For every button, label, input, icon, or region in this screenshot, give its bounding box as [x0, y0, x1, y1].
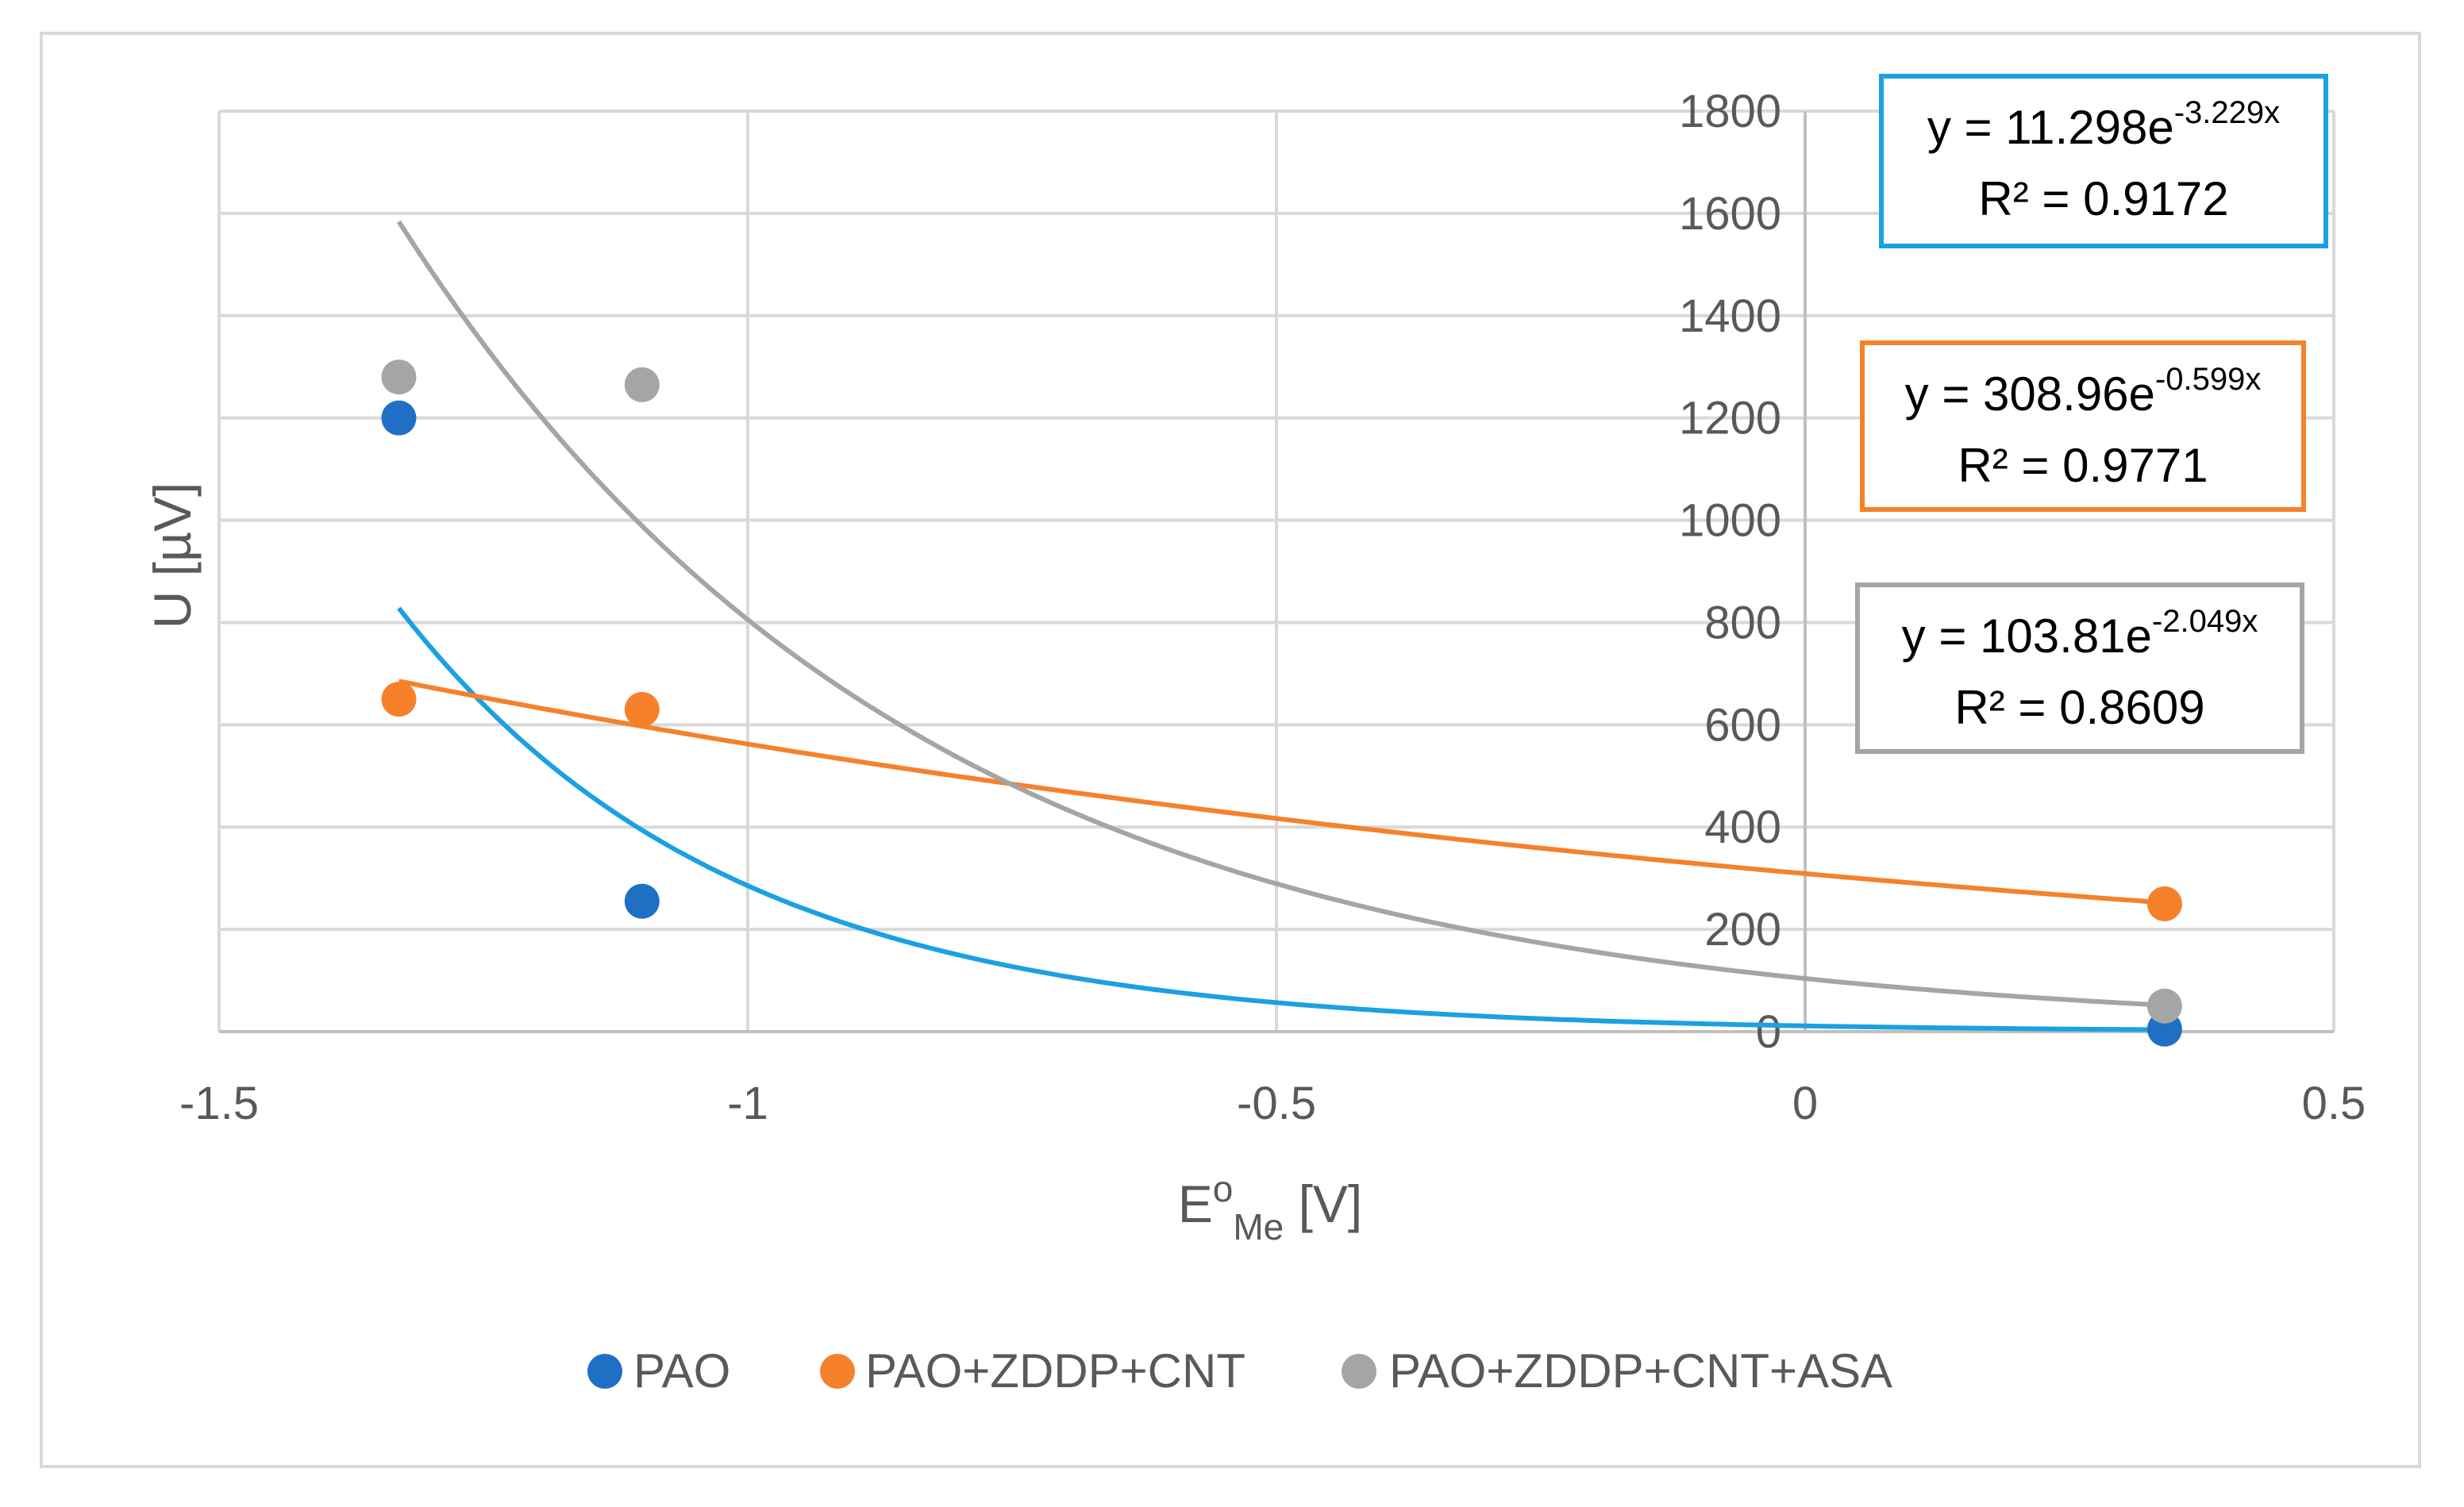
equation-box-2: y = 103.81e-2.049x R² = 0.8609 [1855, 582, 2304, 754]
legend-label: PAO+ZDDP+CNT+ASA [1389, 1344, 1892, 1397]
trendline-0 [397, 606, 2165, 1032]
data-point [624, 367, 660, 402]
data-point [381, 400, 417, 436]
y-tick-label: 200 [1704, 904, 1781, 955]
trendlines [396, 220, 2166, 1032]
x-tick-label: 0.5 [2302, 1078, 2366, 1129]
r-squared-text: R² = 0.8609 [1954, 681, 2204, 734]
y-tick-label: 600 [1704, 699, 1781, 751]
equation-text: y = 11.298e-3.229x [1927, 95, 2280, 154]
data-point [2146, 886, 2182, 921]
legend-marker [820, 1354, 855, 1389]
trendline-1 [398, 679, 2166, 905]
y-tick-label: 800 [1704, 597, 1781, 648]
y-tick-label: 1800 [1679, 86, 1781, 137]
axes [219, 111, 2334, 1033]
data-point [624, 883, 660, 919]
x-tick-label: -0.5 [1237, 1078, 1316, 1129]
trendline-2 [396, 220, 2166, 1008]
x-tick-label: 0 [1792, 1078, 1818, 1129]
tick-labels: 0 200 400 600 800 1000 1200 1400 1600 1800 -1.5 -1 -… [179, 86, 2366, 1129]
y-tick-label: 1200 [1679, 393, 1781, 444]
equation-box-0: y = 11.298e-3.229x R² = 0.9172 [1879, 74, 2328, 248]
data-point [381, 359, 417, 395]
data-point [624, 692, 660, 727]
y-tick-label: 0 [1756, 1006, 1781, 1058]
data-point [381, 682, 417, 717]
data-points [381, 359, 2182, 1047]
r-squared-text: R² = 0.9172 [1978, 172, 2228, 225]
legend-marker [1342, 1354, 1376, 1389]
legend-item-0: PAO [587, 1344, 730, 1397]
legend-label: PAO [633, 1344, 730, 1397]
y-tick-label: 1600 [1679, 188, 1781, 240]
x-axis-title-main: E [1178, 1174, 1213, 1233]
legend-item-1: PAO+ZDDP+CNT [820, 1344, 1245, 1397]
x-axis-title: EoMe [V] [1178, 1168, 1363, 1248]
equation-boxes: y = 11.298e-3.229x R² = 0.9172 y = 308.96e… [1855, 74, 2328, 754]
legend: PAO PAO+ZDDP+CNT PAO+ZDDP+CNT+ASA [587, 1344, 1892, 1397]
equation-text: y = 308.96e-0.599x [1905, 362, 2262, 421]
legend-item-2: PAO+ZDDP+CNT+ASA [1342, 1344, 1892, 1397]
equation-text: y = 103.81e-2.049x [1902, 604, 2258, 663]
y-tick-label: 1400 [1679, 290, 1781, 342]
x-tick-label: -1 [727, 1078, 768, 1129]
r-squared-text: R² = 0.9771 [1958, 439, 2208, 492]
x-tick-label: -1.5 [179, 1078, 259, 1129]
data-point [2146, 988, 2182, 1024]
chart-frame [40, 32, 2421, 1468]
y-tick-label: 1000 [1679, 495, 1781, 547]
equation-box-1: y = 308.96e-0.599x R² = 0.9771 [1860, 340, 2306, 512]
legend-label: PAO+ZDDP+CNT [865, 1344, 1245, 1397]
x-axis-title-unit: [V] [1284, 1174, 1362, 1233]
y-tick-label: 400 [1704, 802, 1781, 853]
x-axis-title-sub: Me [1233, 1206, 1284, 1248]
legend-marker [587, 1354, 622, 1389]
x-axis-title-sup: o [1213, 1168, 1234, 1209]
y-axis-title: U [µV] [143, 482, 202, 629]
